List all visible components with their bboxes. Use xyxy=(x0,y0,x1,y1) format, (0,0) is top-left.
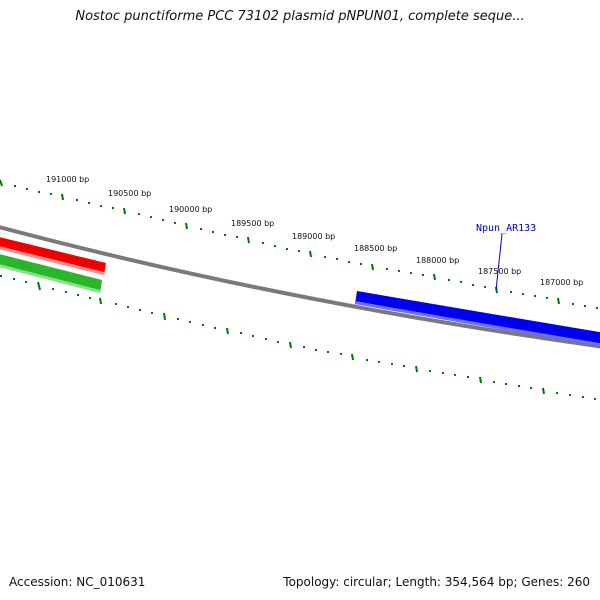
major-tick xyxy=(415,365,418,373)
sequence-backbone xyxy=(0,225,600,349)
map-title: Nostoc punctiforme PCC 73102 plasmid pNP… xyxy=(75,9,525,24)
major-tick xyxy=(247,236,250,244)
gene-green[interactable] xyxy=(0,253,102,293)
major-tick xyxy=(479,376,482,384)
major-tick xyxy=(351,353,354,361)
scale-labels: 191000 bp 190500 bp 190000 bp 189500 bp … xyxy=(46,175,583,287)
scale-label: 189500 bp xyxy=(231,219,274,228)
scale-label: 189000 bp xyxy=(292,232,335,241)
major-tick xyxy=(37,281,41,291)
major-tick xyxy=(0,179,3,187)
major-tick xyxy=(542,387,545,395)
major-tick xyxy=(61,193,64,201)
scale-label: 190500 bp xyxy=(108,189,151,198)
major-tick xyxy=(226,327,229,335)
accession-text: Accession: NC_010631 xyxy=(9,575,146,589)
major-tick xyxy=(289,341,292,349)
scale-label: 187000 bp xyxy=(540,278,583,287)
major-tick xyxy=(123,207,126,215)
major-tick xyxy=(371,263,374,271)
major-tick xyxy=(309,250,312,258)
scale-label: 190000 bp xyxy=(169,205,212,214)
major-tick xyxy=(185,222,188,230)
major-tick xyxy=(433,273,436,281)
scale-label: 188000 bp xyxy=(416,256,459,265)
scale-label: 191000 bp xyxy=(46,175,89,184)
gene-red[interactable] xyxy=(0,236,106,275)
scale-label: 187500 bp xyxy=(478,267,521,276)
scale-label: 188500 bp xyxy=(354,244,397,253)
inner-minor-ticks xyxy=(0,275,596,400)
summary-text: Topology: circular; Length: 354,564 bp; … xyxy=(283,575,590,589)
gene-label[interactable]: Npun_AR133 xyxy=(476,223,536,234)
inner-tick-ring xyxy=(37,281,545,395)
major-tick xyxy=(163,312,166,321)
gene-blue[interactable] xyxy=(355,291,600,347)
major-tick xyxy=(99,297,102,305)
outer-minor-ticks xyxy=(14,185,598,309)
major-tick xyxy=(557,297,560,305)
gene-label-leader xyxy=(495,233,503,291)
